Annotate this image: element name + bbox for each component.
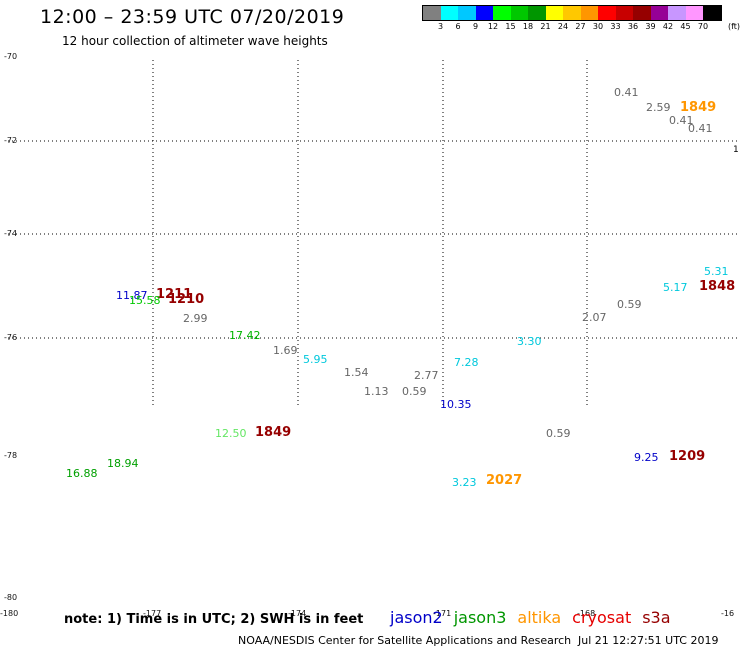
- legend-item-altika: altika: [517, 608, 562, 627]
- lon-label: -180: [0, 609, 19, 618]
- colorbar-swatch: [580, 6, 598, 20]
- obs-time: 1209: [669, 449, 706, 464]
- colorbar-swatch: [510, 6, 528, 20]
- legend-item-cryosat: cryosat: [572, 608, 632, 627]
- obs-swh: 2.59: [646, 101, 671, 114]
- colorbar-label: 18: [522, 22, 534, 31]
- colorbar-label: 39: [645, 22, 656, 31]
- colorbar-label: 24: [557, 22, 569, 31]
- colorbar-swatch: [650, 6, 668, 20]
- colorbar-swatch: [475, 6, 493, 20]
- colorbar-swatch: [440, 6, 458, 20]
- colorbar-unit: (ft): [728, 22, 740, 31]
- colorbar-swatch: [633, 6, 651, 20]
- lat-label: -72: [4, 136, 18, 145]
- obs-swh: 0.41: [669, 114, 694, 127]
- lat-label: -78: [4, 451, 18, 460]
- lon-label: -174: [288, 609, 307, 618]
- obs-swh: 5.17: [663, 281, 688, 294]
- lon-label: -168: [577, 609, 596, 618]
- lat-label: -70: [4, 52, 18, 61]
- obs-time: 1210: [168, 292, 205, 307]
- page-title: 12:00 – 23:59 UTC 07/20/2019: [40, 6, 345, 28]
- obs-swh: 0.59: [402, 385, 427, 398]
- colorbar-label: 36: [627, 22, 639, 31]
- obs-time: 1849: [680, 100, 717, 115]
- colorbar-swatch: [423, 6, 441, 20]
- note-text: note: 1) Time is in UTC; 2) SWH is in fe…: [64, 612, 364, 627]
- colorbar-swatch: [528, 6, 546, 20]
- obs-swh: 10.35: [440, 398, 472, 411]
- colorbar-label: 15: [505, 22, 516, 31]
- colorbar-swatch: [458, 6, 476, 20]
- obs-swh: 2.07: [582, 311, 607, 324]
- colorbar-swatches: [422, 5, 722, 21]
- obs-time: 2027: [486, 473, 523, 488]
- colorbar-label: 42: [662, 22, 674, 31]
- lon-label: -171: [433, 609, 452, 618]
- obs-swh: 5.31: [704, 265, 729, 278]
- footer-timestamp: Jul 21 12:27:51 UTC 2019: [578, 634, 719, 647]
- obs-swh: 2.99: [183, 312, 208, 325]
- obs-swh: 3.23: [452, 476, 477, 489]
- obs-swh: 2.77: [414, 369, 439, 382]
- legend-item-jason2: jason2: [390, 608, 443, 627]
- colorbar-swatch: [703, 6, 721, 20]
- colorbar-swatch: [545, 6, 563, 20]
- colorbar-swatch: [563, 6, 581, 20]
- colorbar-label: 30: [592, 22, 604, 31]
- colorbar-label: 33: [610, 22, 621, 31]
- colorbar: [422, 5, 722, 21]
- obs-swh: 1.13: [364, 385, 389, 398]
- obs-time: 1211: [156, 287, 193, 302]
- obs-swh: 7.28: [454, 356, 479, 369]
- obs-swh: 9.25: [634, 451, 659, 464]
- colorbar-label: 9: [472, 22, 479, 31]
- satellite-legend: jason2 jason3 altika cryosat s3a: [390, 608, 671, 627]
- colorbar-swatch: [668, 6, 686, 20]
- lat-label: -76: [4, 333, 18, 342]
- colorbar-label: 12: [487, 22, 499, 31]
- colorbar-label: 3: [437, 22, 444, 31]
- obs-swh: 0.59: [617, 298, 642, 311]
- colorbar-label: 21: [540, 22, 551, 31]
- colorbar-swatch: [493, 6, 511, 20]
- obs-swh: 1.69: [273, 344, 298, 357]
- obs-swh: 16.88: [66, 467, 98, 480]
- obs-swh: 17.42: [229, 329, 261, 342]
- obs-swh: 3.30: [517, 335, 542, 348]
- obs-swh: 12.50: [215, 427, 247, 440]
- colorbar-label: 70: [697, 22, 709, 31]
- obs-swh: 5.95: [303, 353, 328, 366]
- obs-swh: 0.41: [688, 122, 713, 135]
- lon-label: -177: [143, 609, 162, 618]
- obs-time: 1848: [699, 279, 736, 294]
- obs-swh: 0.59: [546, 427, 571, 440]
- obs-swh: 1.54: [344, 366, 369, 379]
- lon-label: -16: [721, 609, 735, 618]
- legend-item-jason3: jason3: [453, 608, 507, 627]
- legend-item-s3a: s3a: [642, 608, 671, 627]
- colorbar-label: 6: [455, 22, 461, 31]
- colorbar-label: 45: [680, 22, 691, 31]
- lat-label: -74: [4, 229, 18, 238]
- map-edge-fragment: 1: [733, 145, 739, 155]
- obs-swh: 15.58: [129, 294, 161, 307]
- footer-credit: NOAA/NESDIS Center for Satellite Applica…: [238, 634, 572, 647]
- page-subtitle: 12 hour collection of altimeter wave hei…: [62, 34, 328, 48]
- obs-swh: 18.94: [107, 457, 139, 470]
- colorbar-labels: 3 6 9 12 15 18 21 24 27 30 33 36 39 42 45 70: [422, 22, 740, 34]
- colorbar-label: 27: [575, 22, 586, 31]
- lat-label: -80: [4, 593, 18, 602]
- colorbar-swatch: [615, 6, 633, 20]
- obs-swh: 0.41: [614, 86, 639, 99]
- colorbar-swatch: [685, 6, 703, 20]
- colorbar-swatch: [598, 6, 616, 20]
- obs-swh: 11.87: [116, 289, 148, 302]
- obs-time: 1849: [255, 425, 292, 440]
